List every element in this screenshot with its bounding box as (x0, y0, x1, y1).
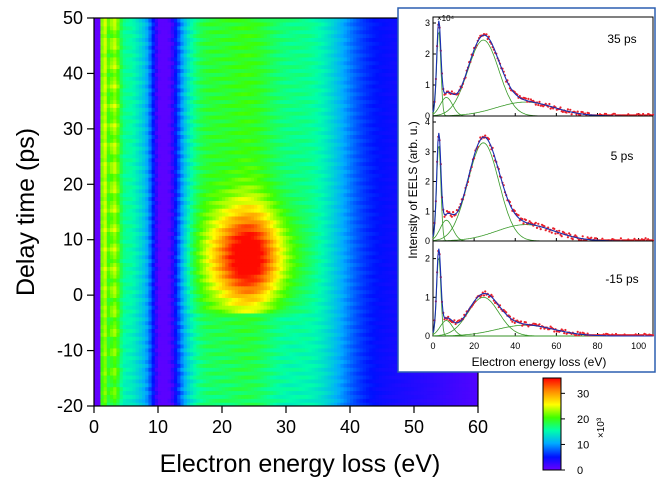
chart-figure: 0 10 20 30 40 50 60 -20-1001020304050 Electron… (0, 0, 657, 481)
